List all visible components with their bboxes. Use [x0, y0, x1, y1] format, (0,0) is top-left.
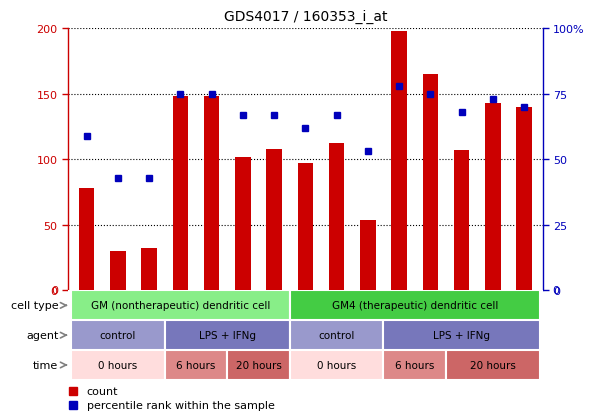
Bar — [329, 144, 345, 291]
Text: 0 hours: 0 hours — [317, 360, 356, 370]
Bar — [384, 320, 540, 350]
Bar — [290, 291, 540, 320]
Bar — [290, 320, 384, 350]
Bar — [71, 350, 165, 380]
Text: GSM384669: GSM384669 — [520, 295, 529, 350]
Text: 0: 0 — [51, 286, 58, 296]
Text: GSM384659: GSM384659 — [332, 295, 341, 350]
Text: GSM384661: GSM384661 — [363, 295, 372, 350]
Text: GM (nontherapeutic) dendritic cell: GM (nontherapeutic) dendritic cell — [91, 301, 270, 311]
Text: 0: 0 — [552, 286, 559, 296]
Text: GSM384656: GSM384656 — [82, 295, 91, 350]
Text: GSM384660: GSM384660 — [113, 295, 122, 350]
Text: GSM384666: GSM384666 — [426, 295, 435, 350]
Bar — [165, 320, 290, 350]
Bar — [290, 350, 384, 380]
Text: GSM384662: GSM384662 — [145, 295, 153, 350]
Text: GSM384658: GSM384658 — [176, 295, 185, 350]
Text: 0 hours: 0 hours — [98, 360, 137, 370]
Text: GSM384667: GSM384667 — [457, 295, 466, 350]
Text: LPS + IFNg: LPS + IFNg — [433, 330, 490, 340]
Bar — [446, 350, 540, 380]
Bar — [454, 151, 470, 291]
Text: control: control — [100, 330, 136, 340]
Text: 20 hours: 20 hours — [235, 360, 281, 370]
Text: GM4 (therapeutic) dendritic cell: GM4 (therapeutic) dendritic cell — [332, 301, 498, 311]
Text: GSM384665: GSM384665 — [270, 295, 278, 350]
Text: GSM384655: GSM384655 — [301, 295, 310, 350]
Bar — [141, 249, 157, 291]
Bar — [384, 350, 446, 380]
Bar — [71, 320, 165, 350]
Bar — [79, 189, 94, 291]
Bar — [110, 252, 126, 291]
Bar — [297, 164, 313, 291]
Text: percentile rank within the sample: percentile rank within the sample — [87, 400, 275, 410]
Title: GDS4017 / 160353_i_at: GDS4017 / 160353_i_at — [224, 9, 387, 24]
Text: time: time — [33, 360, 58, 370]
Bar — [204, 97, 219, 291]
Bar — [71, 291, 290, 320]
Text: GSM384664: GSM384664 — [238, 295, 247, 350]
Text: cell type: cell type — [11, 301, 58, 311]
Bar — [516, 107, 532, 291]
Bar — [422, 75, 438, 291]
Bar — [360, 220, 376, 291]
Bar — [391, 31, 407, 291]
Bar — [266, 150, 282, 291]
Text: 6 hours: 6 hours — [395, 360, 434, 370]
Bar — [165, 350, 227, 380]
Text: 20 hours: 20 hours — [470, 360, 516, 370]
Bar — [485, 104, 501, 291]
Bar — [227, 350, 290, 380]
Text: LPS + IFNg: LPS + IFNg — [199, 330, 255, 340]
Text: GSM384668: GSM384668 — [489, 295, 497, 350]
Text: agent: agent — [26, 330, 58, 340]
Text: count: count — [87, 387, 119, 396]
Bar — [235, 157, 251, 291]
Bar — [172, 97, 188, 291]
Text: GSM384663: GSM384663 — [207, 295, 216, 350]
Text: GSM384657: GSM384657 — [395, 295, 404, 350]
Text: 6 hours: 6 hours — [176, 360, 216, 370]
Text: control: control — [319, 330, 355, 340]
